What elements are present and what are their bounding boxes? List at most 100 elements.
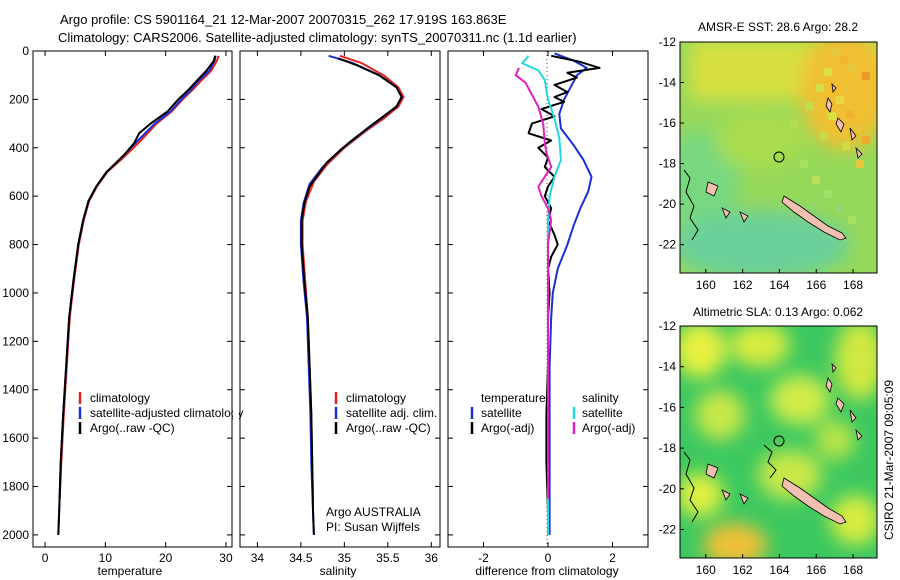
legend-label-sal-satellite: satellite bbox=[582, 406, 623, 420]
sst-pixel bbox=[816, 84, 824, 92]
legend-label-satellite: satellite-adjusted climatology bbox=[90, 406, 243, 420]
map-y-tick-label: -16 bbox=[659, 116, 677, 130]
new-caledonia-land bbox=[781, 477, 847, 525]
chesterfield-reefs bbox=[705, 181, 749, 223]
sla-high-6 bbox=[758, 450, 822, 500]
sla-high-5 bbox=[770, 375, 830, 425]
sla-map-field bbox=[680, 326, 877, 558]
profile-location-marker bbox=[773, 151, 785, 163]
sst-map-field bbox=[680, 42, 877, 273]
map-y-tick-label: -12 bbox=[659, 35, 677, 49]
x-tick-label: 30 bbox=[219, 551, 233, 565]
x-tick-label: -2 bbox=[478, 551, 489, 565]
legend-label-argo: Argo(..raw -QC) bbox=[346, 421, 431, 435]
sst-pixel bbox=[862, 136, 870, 144]
x-tick-label: 0 bbox=[545, 551, 552, 565]
map-y-tick-label: -22 bbox=[659, 523, 677, 537]
sst-pixel bbox=[836, 96, 844, 104]
x-tick-label: 20 bbox=[159, 551, 173, 565]
temperature-xlabel: temperature bbox=[98, 564, 163, 578]
vanuatu-islands bbox=[825, 362, 863, 441]
sst-pixel bbox=[824, 190, 832, 198]
map-x-tick-label: 166 bbox=[806, 278, 826, 292]
map-y-tick-label: -18 bbox=[659, 441, 677, 455]
temperature-panel-frame bbox=[32, 50, 233, 548]
sla-map-frame bbox=[679, 325, 878, 559]
sst-pixel bbox=[824, 68, 832, 76]
y-tick-label: 1600 bbox=[2, 431, 29, 445]
profile-location-marker bbox=[773, 435, 785, 447]
sst-pixel bbox=[840, 56, 848, 64]
sst-pixel bbox=[852, 124, 860, 132]
map-y-tick-label: -14 bbox=[659, 76, 677, 90]
x-tick-label: 35 bbox=[338, 551, 352, 565]
sla-high-8 bbox=[703, 523, 767, 558]
west-reef-coast bbox=[683, 451, 699, 523]
sst-pixel bbox=[862, 72, 870, 80]
y-tick-label: 1200 bbox=[2, 334, 29, 348]
y-tick-label: 400 bbox=[9, 141, 29, 155]
difference-x-axis: -2 0 2 bbox=[478, 51, 616, 565]
sla-high-3 bbox=[835, 326, 877, 400]
salinity-panel-frame bbox=[239, 50, 441, 548]
y-tick-label: 1800 bbox=[2, 480, 29, 494]
sla-high-7 bbox=[680, 473, 724, 517]
sst-pixel bbox=[848, 216, 856, 224]
csiro-timestamp: CSIRO 21-Mar-2007 09:05:09 bbox=[882, 380, 896, 540]
sla-high-2 bbox=[730, 326, 790, 367]
sla-gradients bbox=[680, 326, 877, 558]
x-tick-label: 34.5 bbox=[289, 551, 313, 565]
x-tick-label: 0 bbox=[42, 551, 49, 565]
figure-title-line-2: Climatology: CARS2006. Satellite-adjuste… bbox=[58, 30, 577, 45]
sst-pixel bbox=[812, 176, 820, 184]
y-tick-label: 0 bbox=[22, 44, 29, 58]
sst-map-frame bbox=[679, 41, 878, 274]
map-y-tick-label: -20 bbox=[659, 482, 677, 496]
sla-map-title: Altimetric SLA: 0.13 Argo: 0.062 bbox=[693, 305, 863, 319]
sst-cool-south bbox=[680, 210, 850, 273]
sst-map-axes: 160 162 164 166 168 -12 -14 -16 -18 -20 -22 bbox=[659, 35, 864, 292]
series-line-argo-raw-qc- bbox=[57, 55, 217, 535]
legend-label-sal-argo: Argo(-adj) bbox=[582, 421, 635, 435]
x-tick-label: 35.5 bbox=[376, 551, 400, 565]
legend-heading-temperature: temperature bbox=[481, 391, 546, 405]
sst-gap-pixels bbox=[790, 48, 870, 224]
map-y-tick-label: -14 bbox=[659, 360, 677, 374]
sst-pixel bbox=[828, 112, 836, 120]
series-line-salinity-argo-adj- bbox=[514, 67, 553, 499]
y-tick-label: 1400 bbox=[2, 383, 29, 397]
legend-overflow-mask bbox=[233, 395, 239, 437]
series-line-argo-raw-qc- bbox=[300, 57, 403, 535]
map-x-tick-label: 162 bbox=[733, 563, 753, 577]
sst-pixel bbox=[800, 160, 808, 168]
legend-heading-salinity: salinity bbox=[582, 391, 619, 405]
series-line-salinity-satellite bbox=[521, 55, 562, 535]
y-tick-label: 200 bbox=[9, 92, 29, 106]
sst-pixel bbox=[806, 102, 814, 110]
salinity-legend: climatology satellite adj. clim. Argo(..… bbox=[334, 391, 437, 435]
x-tick-label: 36 bbox=[425, 551, 439, 565]
temperature-x-axis: 0 10 20 30 bbox=[42, 51, 233, 565]
sla-high-9 bbox=[830, 495, 877, 545]
map-y-tick-label: -20 bbox=[659, 197, 677, 211]
map-x-tick-label: 168 bbox=[843, 563, 863, 577]
y-tick-label: 600 bbox=[9, 189, 29, 203]
vanuatu-islands bbox=[825, 82, 863, 159]
y-tick-label: 1000 bbox=[2, 286, 29, 300]
west-reef-coast bbox=[683, 169, 699, 241]
y-tick-label: 2000 bbox=[2, 528, 29, 542]
new-caledonia-land bbox=[781, 195, 847, 241]
figure-title-line-1: Argo profile: CS 5901164_21 12-Mar-2007 … bbox=[60, 12, 507, 27]
sst-mid bbox=[715, 110, 805, 170]
map-y-tick-label: -16 bbox=[659, 400, 677, 414]
sla-map-axes: 160 162 164 166 168 -12 -14 -16 -18 -20 -22 bbox=[659, 319, 864, 577]
argo-program-annotation: Argo AUSTRALIA bbox=[326, 505, 421, 519]
temperature-legend: climatology satellite-adjusted climatolo… bbox=[78, 391, 243, 435]
x-tick-label: 10 bbox=[99, 551, 113, 565]
legend-label-climatology: climatology bbox=[90, 391, 150, 405]
map-x-tick-label: 160 bbox=[696, 563, 716, 577]
difference-legend: temperature satellite Argo(-adj) salinit… bbox=[470, 391, 635, 435]
difference-series bbox=[514, 52, 601, 535]
